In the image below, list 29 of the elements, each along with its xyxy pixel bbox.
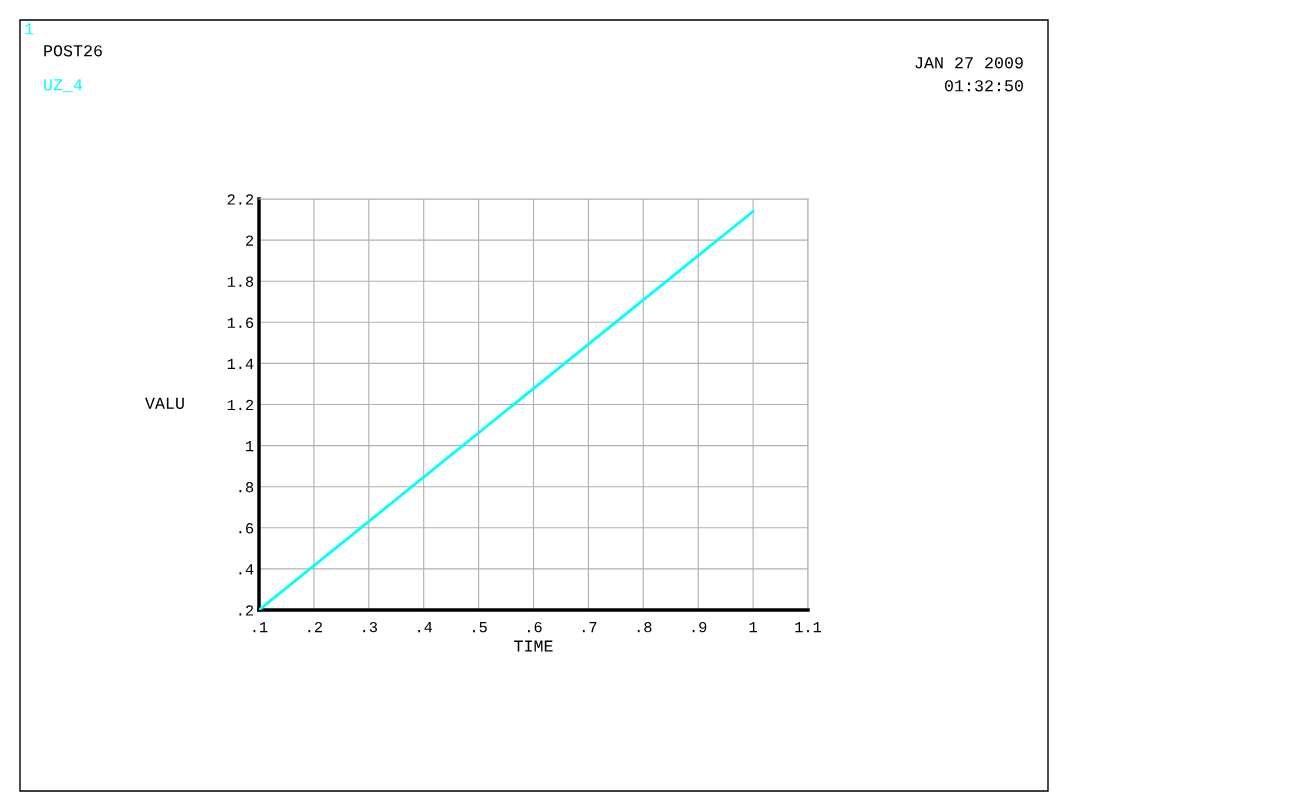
y-tick-label: 1 xyxy=(246,441,254,452)
y-tick-label: .8 xyxy=(239,482,254,493)
x-tick-label: .4 xyxy=(418,622,433,633)
x-tick-label: .1 xyxy=(253,622,268,633)
x-axis-title: TIME xyxy=(514,640,553,652)
y-tick-label: 1.4 xyxy=(227,358,254,369)
y-tick-label: .4 xyxy=(239,564,254,575)
y-tick-label: 1.6 xyxy=(227,317,254,328)
x-tick-label: .9 xyxy=(692,621,707,633)
text: 1 xyxy=(25,23,34,35)
x-tick-label: .6 xyxy=(528,621,542,633)
x-tick-label: 1.1 xyxy=(795,622,822,633)
y-tick-label: 1.8 xyxy=(227,276,254,287)
x-tick-label: .3 xyxy=(363,621,377,633)
x-tick-label: .5 xyxy=(473,622,487,633)
y-axis-title: VALU xyxy=(145,397,184,409)
text: POST26 xyxy=(44,45,102,57)
text: JAN 27 2009 xyxy=(915,57,1023,69)
text: 01:32:50 xyxy=(944,80,1023,92)
y-tick-label: 2 xyxy=(246,235,254,246)
y-tick-label: .6 xyxy=(239,523,254,534)
x-tick-label: 1 xyxy=(749,622,757,633)
x-tick-label: .2 xyxy=(308,621,322,633)
x-tick-label: .8 xyxy=(637,621,652,633)
text: UZ_4 xyxy=(44,79,83,93)
y-tick-label: 1.2 xyxy=(227,399,254,411)
y-tick-label: .2 xyxy=(239,605,254,616)
y-tick-label: 2.2 xyxy=(227,194,254,205)
x-tick-label: .7 xyxy=(582,622,597,633)
